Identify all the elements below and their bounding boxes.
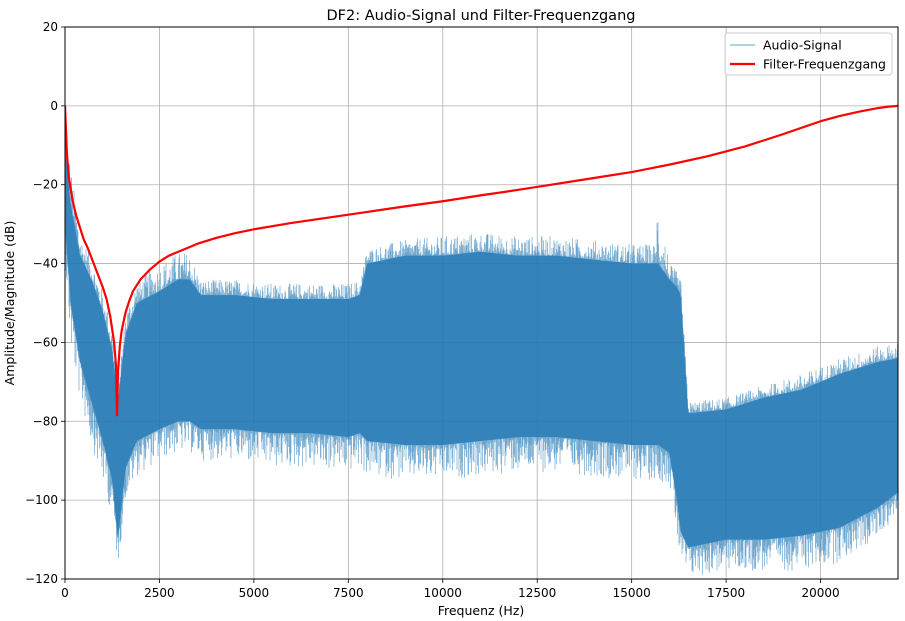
x-tick-label: 17500 <box>707 586 745 600</box>
x-tick-label: 2500 <box>144 586 175 600</box>
plot-area <box>65 104 898 575</box>
chart-title: DF2: Audio-Signal und Filter-Frequenzgan… <box>327 8 636 24</box>
y-tick-label: −20 <box>33 178 58 192</box>
legend-label: Audio-Signal <box>763 38 842 53</box>
y-axis-label: Amplitude/Magnitude (dB) <box>2 221 17 386</box>
x-axis: 0 2500 5000 7500 10000 12500 15000 17500 20000 <box>61 579 840 600</box>
x-axis-label: Frequenz (Hz) <box>438 603 525 618</box>
legend-box <box>724 32 893 76</box>
plot-frame <box>64 26 899 580</box>
y-tick-label: −100 <box>25 493 58 507</box>
legend: Audio-Signal Filter-Frequenzgang <box>724 32 893 76</box>
y-tick-label: −80 <box>33 414 58 428</box>
x-tick-label: 0 <box>61 586 69 600</box>
x-tick-label: 5000 <box>239 586 270 600</box>
audio-signal-series <box>65 132 898 575</box>
legend-label: Filter-Frequenzgang <box>763 57 886 72</box>
x-tick-label: 20000 <box>801 586 839 600</box>
x-tick-label: 15000 <box>613 586 651 600</box>
y-tick-label: −40 <box>33 257 58 271</box>
x-tick-label: 7500 <box>333 586 364 600</box>
x-tick-label: 10000 <box>424 586 462 600</box>
x-tick-label: 12500 <box>518 586 556 600</box>
plot-clip <box>65 104 898 575</box>
y-tick-label: −60 <box>33 335 58 349</box>
y-tick-label: −120 <box>25 572 58 586</box>
y-axis: −120 −100 −80 −60 −40 −20 0 20 <box>25 20 65 586</box>
y-tick-label: 20 <box>43 20 58 34</box>
y-tick-label: 0 <box>50 99 58 113</box>
filter-response-series <box>65 104 898 417</box>
